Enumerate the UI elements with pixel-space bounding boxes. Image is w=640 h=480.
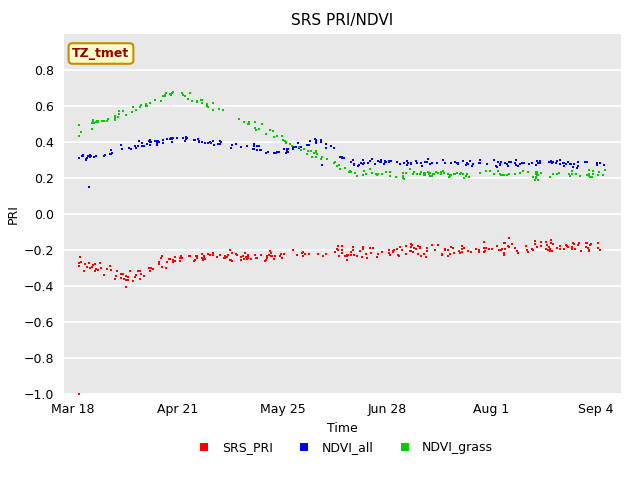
NDVI_grass [215,107,223,112]
NDVI_grass [534,177,541,182]
NDVI_all [583,159,591,165]
SRS_PRI [76,263,83,268]
SRS_PRI [75,261,83,266]
NDVI_all [82,157,90,163]
Line: SRS_PRI: SRS_PRI [77,236,602,288]
Legend: SRS_PRI, NDVI_all, NDVI_grass: SRS_PRI, NDVI_all, NDVI_grass [187,436,498,459]
X-axis label: Time: Time [327,422,358,435]
NDVI_all [319,162,326,168]
SRS_PRI [506,235,513,240]
NDVI_grass [531,177,539,182]
SRS_PRI [528,246,536,252]
NDVI_grass [601,167,609,173]
NDVI_all [396,161,404,167]
Title: SRS PRI/NDVI: SRS PRI/NDVI [291,13,394,28]
SRS_PRI [553,245,561,251]
NDVI_grass [533,169,541,175]
SRS_PRI [394,252,402,258]
Line: NDVI_all: NDVI_all [77,136,605,188]
NDVI_all [214,142,222,147]
Text: TZ_tmet: TZ_tmet [72,47,130,60]
NDVI_all [84,184,92,190]
SRS_PRI [596,247,604,253]
NDVI_grass [169,89,177,95]
NDVI_all [495,161,503,167]
NDVI_grass [372,171,380,177]
NDVI_grass [244,121,252,127]
Line: NDVI_grass: NDVI_grass [77,91,607,181]
NDVI_grass [546,174,554,180]
NDVI_all [182,134,189,140]
Y-axis label: PRI: PRI [6,204,20,224]
SRS_PRI [394,246,401,252]
SRS_PRI [403,243,410,249]
SRS_PRI [122,284,130,290]
NDVI_all [433,160,441,166]
NDVI_grass [75,133,83,139]
